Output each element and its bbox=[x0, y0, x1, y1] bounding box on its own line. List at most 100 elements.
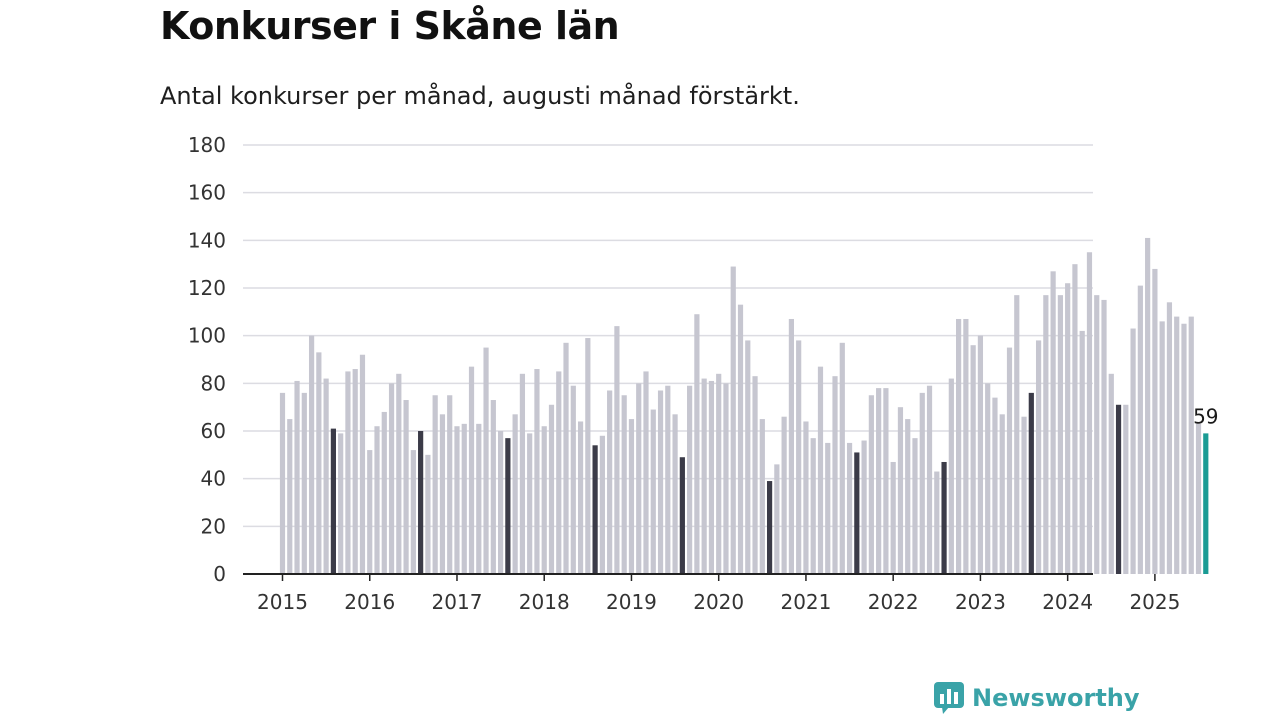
bar bbox=[650, 409, 656, 574]
bar bbox=[1043, 295, 1049, 574]
bar bbox=[1072, 264, 1078, 574]
bar bbox=[1065, 283, 1071, 574]
bar bbox=[796, 340, 802, 574]
bar bbox=[330, 428, 336, 574]
bar bbox=[970, 345, 976, 574]
y-tick-label: 0 bbox=[213, 562, 226, 586]
bar bbox=[527, 433, 533, 574]
bar bbox=[599, 435, 605, 574]
brand-name: Newsworthy bbox=[972, 684, 1140, 712]
bar bbox=[657, 390, 664, 574]
bar bbox=[679, 457, 685, 574]
bar bbox=[926, 385, 933, 574]
bar bbox=[483, 347, 489, 574]
bar bbox=[781, 416, 787, 574]
bar bbox=[541, 426, 547, 574]
bar bbox=[723, 383, 729, 574]
bar bbox=[403, 400, 409, 574]
bar bbox=[708, 380, 715, 574]
bar bbox=[1174, 316, 1180, 574]
bar bbox=[643, 371, 649, 574]
bar bbox=[1057, 295, 1063, 574]
bar bbox=[425, 454, 431, 574]
bar bbox=[737, 304, 744, 574]
bar bbox=[498, 431, 504, 574]
bar bbox=[577, 421, 584, 574]
y-tick-label: 100 bbox=[188, 324, 226, 348]
x-tick-label: 2019 bbox=[606, 590, 657, 614]
bar bbox=[1159, 321, 1165, 574]
bar bbox=[890, 461, 896, 574]
y-tick-label: 160 bbox=[188, 181, 226, 205]
bar bbox=[396, 373, 402, 574]
bar bbox=[1123, 404, 1129, 574]
y-tick-label: 180 bbox=[188, 133, 226, 157]
bar bbox=[1035, 340, 1042, 574]
bar bbox=[287, 419, 293, 574]
bar bbox=[1079, 330, 1085, 574]
bar bbox=[367, 450, 373, 574]
bar bbox=[1101, 299, 1107, 574]
bar bbox=[730, 266, 736, 574]
bar bbox=[1086, 252, 1093, 574]
bar bbox=[1094, 295, 1100, 574]
y-tick-label: 140 bbox=[188, 228, 226, 252]
annotations: 59 bbox=[1193, 404, 1218, 428]
bar bbox=[1108, 373, 1114, 574]
y-tick-label: 80 bbox=[201, 371, 226, 395]
bar bbox=[454, 426, 460, 574]
bar bbox=[1028, 392, 1034, 574]
x-axis-ticks: 2015 2016 2017 2018 2019 2020 2021 2022 2023 2024… bbox=[257, 574, 1180, 614]
y-axis-ticks: 0 20 40 60 80 100 120 140 160 180 bbox=[188, 133, 226, 586]
x-tick-label: 2018 bbox=[519, 590, 570, 614]
y-tick-label: 120 bbox=[188, 276, 226, 300]
bar bbox=[1188, 316, 1194, 574]
x-tick-label: 2024 bbox=[1042, 590, 1093, 614]
bar bbox=[919, 392, 925, 574]
newsworthy-logo-icon bbox=[934, 682, 964, 714]
y-tick-label: 60 bbox=[201, 419, 226, 443]
bar bbox=[352, 369, 358, 574]
bar bbox=[716, 373, 722, 574]
bar bbox=[665, 385, 671, 574]
bar bbox=[512, 414, 518, 574]
bar bbox=[846, 442, 853, 574]
y-tick-label: 20 bbox=[201, 514, 226, 538]
x-tick-label: 2022 bbox=[868, 590, 919, 614]
bar bbox=[636, 383, 642, 574]
bar bbox=[563, 342, 569, 574]
bar bbox=[1137, 285, 1143, 574]
bar bbox=[868, 395, 874, 574]
bar bbox=[628, 419, 635, 574]
bar bbox=[1166, 302, 1173, 574]
bar bbox=[279, 392, 286, 574]
x-tick-label: 2023 bbox=[955, 590, 1006, 614]
bar bbox=[607, 390, 613, 574]
bar bbox=[934, 471, 940, 574]
bar bbox=[803, 421, 809, 574]
bar bbox=[388, 383, 395, 574]
bar bbox=[585, 338, 591, 574]
bar bbox=[439, 414, 446, 574]
chart-subtitle: Antal konkurser per månad, augusti månad… bbox=[160, 82, 800, 110]
bar bbox=[825, 442, 831, 574]
x-tick-label: 2020 bbox=[693, 590, 744, 614]
bar bbox=[897, 407, 904, 574]
x-tick-label: 2015 bbox=[257, 590, 308, 614]
bar bbox=[1145, 237, 1151, 574]
bar bbox=[418, 431, 424, 574]
bar bbox=[672, 414, 678, 574]
bar bbox=[839, 342, 845, 574]
bar bbox=[956, 318, 962, 574]
newsworthy-brand[interactable]: Newsworthy bbox=[934, 682, 1140, 714]
bar bbox=[468, 366, 475, 574]
bar bbox=[752, 376, 758, 574]
x-tick-label: 2017 bbox=[432, 590, 483, 614]
bar bbox=[985, 383, 991, 574]
bar bbox=[614, 326, 620, 574]
x-tick-label: 2016 bbox=[344, 590, 395, 614]
bar bbox=[476, 423, 482, 574]
bar bbox=[992, 397, 998, 574]
bar bbox=[432, 395, 438, 574]
bar bbox=[316, 352, 322, 574]
